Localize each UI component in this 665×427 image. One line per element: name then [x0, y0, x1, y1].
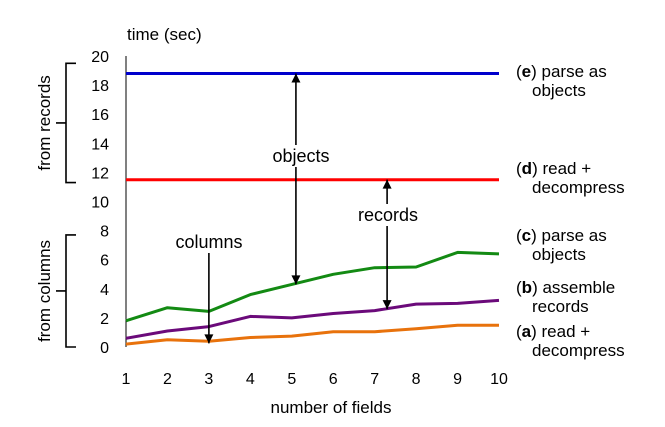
series-label-a: (a) read + decompress [516, 322, 625, 360]
series-label-line2: objects [532, 245, 586, 264]
x-tick-label: 2 [163, 371, 172, 388]
series-label-line1: (d) read + [516, 159, 592, 178]
from-records-label: from records [35, 75, 54, 170]
objects-arrow-head-top [291, 73, 301, 83]
y-tick-label: 20 [91, 49, 109, 66]
series-letter: e [521, 62, 532, 81]
from-records-bracket [56, 62, 76, 184]
y-tick-label: 18 [91, 78, 109, 95]
records-label-text: records [358, 205, 418, 225]
records-label: records [350, 204, 426, 226]
series-letter: b [521, 278, 533, 297]
x-tick-label: 4 [246, 371, 255, 388]
series-letter: d [521, 159, 533, 178]
from-columns-bracket [56, 234, 76, 348]
y-tick-label: 14 [91, 136, 109, 153]
series-label-line2: decompress [532, 178, 625, 197]
y-tick-label: 6 [100, 253, 109, 270]
series-line-c [125, 250, 500, 323]
x-tick-label: 6 [329, 371, 338, 388]
series-label-line2: objects [532, 81, 586, 100]
y-axis-title: time (sec) [127, 25, 202, 44]
columns-label: columns [171, 231, 247, 253]
series-label-line1: (b) assemble [516, 278, 616, 297]
objects-label: objects [263, 145, 339, 167]
series-label-line1: (c) parse as [516, 226, 607, 245]
from-columns-label: from columns [35, 240, 54, 342]
group-brackets: from records from columns [35, 62, 76, 348]
series-lines [125, 72, 500, 346]
objects-label-bg [263, 145, 339, 167]
x-tick-label: 5 [287, 371, 296, 388]
series-line-b [125, 298, 500, 340]
y-tick-label: 16 [91, 107, 109, 124]
records-label-bg [350, 204, 426, 226]
series-label-e: (e) parse as objects [516, 62, 607, 100]
y-tick-labels: 0 2 4 6 8 10 12 14 16 18 20 [91, 49, 109, 357]
records-arrow-head-bottom [382, 300, 392, 310]
x-tick-label: 1 [122, 371, 131, 388]
series-label-line2: decompress [532, 341, 625, 360]
x-tick-label: 7 [370, 371, 379, 388]
objects-label-text: objects [272, 146, 329, 166]
columns-label-text: columns [175, 232, 242, 252]
series-label-d: (d) read + decompress [516, 159, 625, 197]
series-label-line2: records [532, 297, 589, 316]
x-tick-label: 3 [204, 371, 213, 388]
series-label-c: (c) parse as objects [516, 226, 607, 264]
series-label-b: (b) assemble records [516, 278, 615, 316]
series-label-line1: (a) read + [516, 322, 591, 341]
y-tick-label: 4 [100, 282, 109, 299]
objects-arrow-head-bottom [291, 275, 301, 285]
series-letter: c [521, 226, 532, 245]
y-tick-label: 0 [100, 340, 109, 357]
y-tick-label: 12 [91, 165, 109, 182]
x-tick-label: 8 [412, 371, 421, 388]
y-tick-label: 10 [91, 195, 109, 212]
series-line-a [125, 323, 499, 346]
columns-label-bg [171, 231, 247, 253]
x-tick-labels: 1 2 3 4 5 6 7 8 9 10 [122, 371, 508, 388]
x-axis-title: number of fields [271, 398, 392, 417]
annotation-arrows: objects records columns [171, 73, 426, 344]
x-tick-label: 10 [490, 371, 508, 388]
columns-arrow-head [204, 334, 214, 344]
y-tick-label: 2 [100, 311, 109, 328]
y-tick-label: 8 [100, 224, 109, 241]
records-arrow-head-top [382, 179, 392, 189]
series-letter: a [521, 322, 532, 341]
series-label-line1: (e) parse as [516, 62, 607, 81]
x-tick-label: 9 [453, 371, 462, 388]
